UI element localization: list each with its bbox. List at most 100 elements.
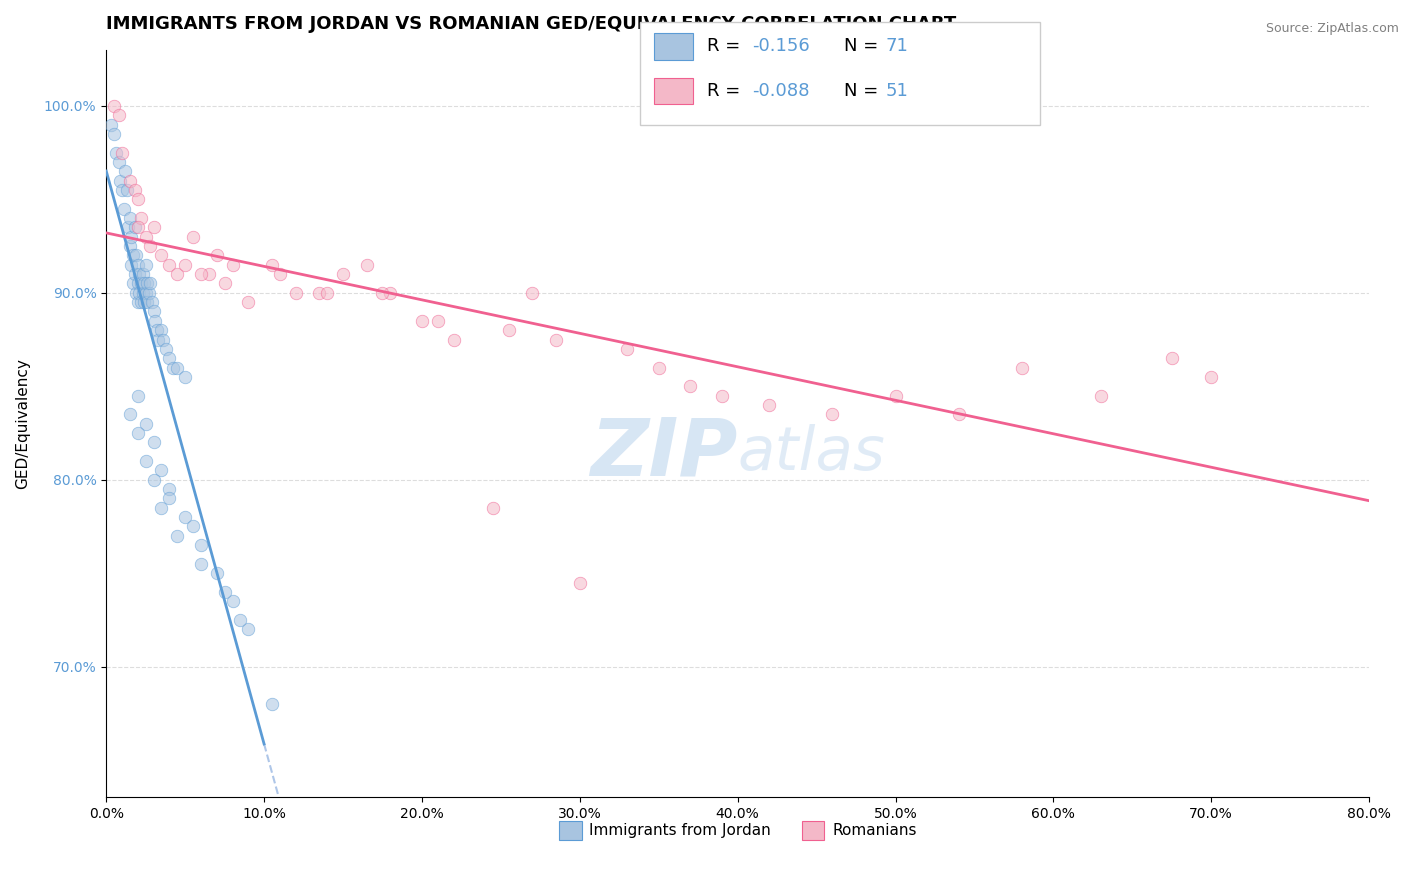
Point (121, 229, 143, 244)
Point (131, 285, 153, 300)
Point (679, 379, 702, 393)
Point (616, 342, 638, 356)
Text: -0.156: -0.156 (752, 37, 810, 55)
Text: N =: N = (844, 37, 883, 55)
Point (1011, 360, 1033, 375)
Point (482, 500, 505, 515)
Point (103, 99, 125, 113)
Point (135, 417, 157, 431)
Point (127, 192, 149, 206)
Point (141, 295, 163, 310)
Point (124, 183, 146, 197)
Point (821, 407, 844, 421)
Point (174, 510, 197, 524)
Point (260, 697, 283, 711)
Point (260, 258, 283, 272)
Point (128, 267, 150, 281)
Text: -0.088: -0.088 (752, 82, 810, 100)
Point (1199, 370, 1222, 384)
Point (124, 267, 146, 281)
Point (166, 529, 188, 543)
Point (148, 333, 170, 347)
Point (122, 248, 145, 262)
Point (190, 538, 212, 552)
Point (125, 248, 148, 262)
Point (190, 557, 212, 571)
Point (128, 285, 150, 300)
Point (127, 277, 149, 291)
Point (181, 229, 204, 244)
Text: atlas: atlas (738, 424, 886, 483)
Point (155, 342, 177, 356)
Point (127, 258, 149, 272)
Point (546, 333, 568, 347)
Y-axis label: GED/Equivalency: GED/Equivalency (15, 359, 30, 489)
Point (129, 211, 152, 225)
Point (150, 463, 173, 477)
Point (112, 202, 135, 216)
Point (758, 398, 780, 412)
Point (214, 277, 236, 291)
Point (114, 164, 136, 178)
Point (522, 285, 544, 300)
Point (380, 285, 402, 300)
Point (238, 622, 260, 636)
Point (117, 220, 139, 235)
Point (221, 258, 243, 272)
Text: N =: N = (844, 82, 883, 100)
Point (284, 285, 307, 300)
Point (162, 360, 184, 375)
Point (142, 473, 165, 487)
Point (135, 285, 157, 300)
Point (129, 277, 152, 291)
Point (129, 295, 152, 310)
Point (139, 277, 162, 291)
Point (135, 454, 157, 468)
Point (157, 491, 180, 506)
Point (214, 585, 236, 599)
Point (152, 333, 174, 347)
Point (174, 258, 197, 272)
Point (143, 314, 166, 328)
Point (142, 220, 165, 235)
Point (356, 258, 378, 272)
Point (135, 229, 157, 244)
Point (157, 482, 180, 496)
Point (138, 285, 160, 300)
Point (127, 220, 149, 235)
Point (498, 323, 520, 337)
Legend: Immigrants from Jordan, Romanians: Immigrants from Jordan, Romanians (553, 815, 922, 846)
Point (136, 295, 159, 310)
Point (238, 295, 260, 310)
Point (111, 145, 134, 160)
Text: Source: ZipAtlas.com: Source: ZipAtlas.com (1265, 22, 1399, 36)
Point (205, 248, 228, 262)
Point (568, 575, 591, 590)
Point (108, 108, 131, 122)
Text: R =: R = (707, 82, 747, 100)
Point (135, 258, 157, 272)
Point (134, 295, 156, 310)
Text: ZIP: ZIP (591, 415, 738, 492)
Point (118, 211, 141, 225)
Point (142, 435, 165, 450)
Point (118, 174, 141, 188)
Point (124, 220, 146, 235)
Point (198, 267, 221, 281)
Point (221, 594, 243, 608)
Point (150, 500, 173, 515)
Point (145, 323, 167, 337)
Point (150, 323, 173, 337)
Point (308, 285, 330, 300)
Text: IMMIGRANTS FROM JORDAN VS ROMANIAN GED/EQUIVALENCY CORRELATION CHART: IMMIGRANTS FROM JORDAN VS ROMANIAN GED/E… (107, 15, 956, 33)
Point (127, 389, 149, 403)
Point (139, 239, 162, 253)
Point (125, 285, 148, 300)
Point (110, 174, 132, 188)
Point (127, 295, 149, 310)
Point (131, 267, 153, 281)
Text: R =: R = (707, 37, 747, 55)
Point (426, 314, 449, 328)
Point (121, 258, 143, 272)
Point (166, 267, 188, 281)
